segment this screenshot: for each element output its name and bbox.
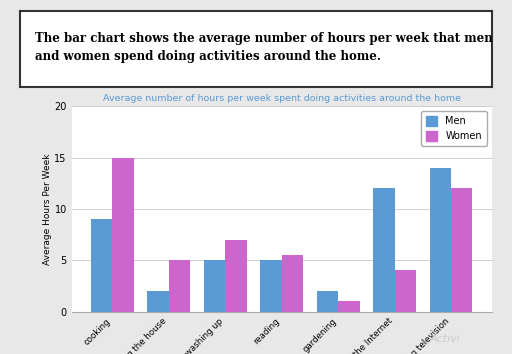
Bar <box>430 168 451 312</box>
Bar <box>260 260 282 312</box>
Bar <box>204 260 225 312</box>
Bar <box>373 188 395 312</box>
Bar <box>147 291 168 312</box>
Text: The bar chart shows the average number of hours per week that men
and women spen: The bar chart shows the average number o… <box>35 32 493 63</box>
Legend: Men, Women: Men, Women <box>421 111 487 146</box>
Bar <box>282 255 303 312</box>
Bar <box>225 240 247 312</box>
Bar <box>395 270 416 312</box>
Title: Average number of hours per week spent doing activities around the home: Average number of hours per week spent d… <box>102 94 461 103</box>
Bar <box>316 291 338 312</box>
Y-axis label: Average Hours Per Week: Average Hours Per Week <box>42 153 52 264</box>
Text: Activi: Activi <box>430 333 461 344</box>
Bar <box>112 158 134 312</box>
Bar <box>168 260 190 312</box>
Bar <box>91 219 112 312</box>
Bar <box>338 301 359 312</box>
Bar <box>451 188 473 312</box>
